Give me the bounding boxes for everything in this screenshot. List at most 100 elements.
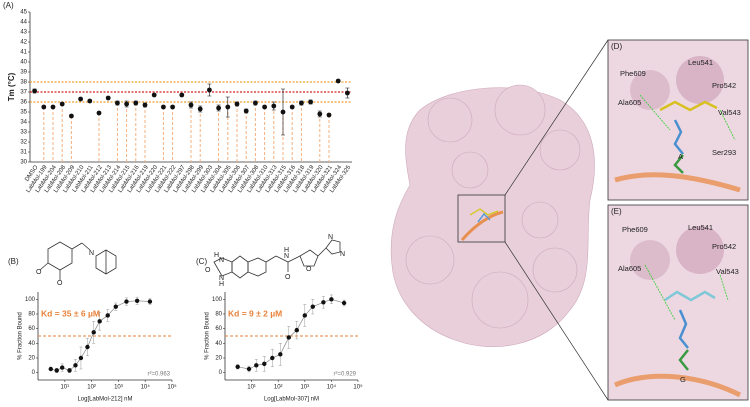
x-axis-label: Log[LabMol-212] nM bbox=[77, 397, 132, 403]
dot bbox=[161, 104, 166, 110]
point bbox=[85, 344, 90, 350]
panel-label: (A) bbox=[3, 1, 14, 10]
y-axis-label: % Fraction Bound bbox=[205, 312, 211, 360]
dot bbox=[96, 110, 102, 116]
residue-label: Ala605 bbox=[618, 98, 641, 107]
dot bbox=[188, 102, 194, 108]
y-tick-label: 32 bbox=[20, 140, 27, 146]
dot bbox=[289, 104, 295, 110]
dot bbox=[197, 106, 203, 112]
residue-label: G bbox=[680, 375, 686, 384]
residue-label: Pro542 bbox=[712, 81, 736, 90]
y-tick-label: 40 bbox=[20, 60, 27, 66]
residue-label: Leu541 bbox=[688, 58, 713, 67]
point bbox=[60, 365, 65, 370]
x-tick-label: 10² bbox=[87, 385, 96, 391]
point bbox=[310, 304, 316, 309]
atom: O bbox=[285, 274, 291, 281]
dot bbox=[50, 104, 56, 110]
point bbox=[294, 327, 299, 333]
atom: N bbox=[219, 257, 224, 264]
point bbox=[302, 313, 307, 318]
atom: O bbox=[57, 280, 63, 287]
y-tick-label: 39 bbox=[20, 70, 27, 76]
x-tick-label: 10¹ bbox=[60, 385, 69, 391]
y-axis-label: % Fraction Bound bbox=[18, 312, 24, 360]
x-tick-label: 10⁵ bbox=[167, 384, 177, 391]
dot bbox=[308, 99, 313, 105]
dot bbox=[299, 100, 304, 106]
atom: O bbox=[36, 269, 42, 276]
atom: H bbox=[214, 252, 219, 259]
dot bbox=[179, 92, 185, 98]
dot bbox=[78, 96, 83, 102]
dot bbox=[170, 104, 176, 110]
y-tick-label: 0 bbox=[32, 370, 36, 376]
y-tick-label: 30 bbox=[20, 160, 27, 166]
point bbox=[235, 364, 240, 369]
atom: N bbox=[219, 275, 224, 282]
y-tick-label: 31 bbox=[20, 150, 27, 156]
x-tick-label: 10³ bbox=[300, 385, 309, 391]
atom: N bbox=[328, 234, 333, 241]
residue-label: Val543 bbox=[718, 108, 741, 117]
point bbox=[48, 366, 53, 372]
atom: O bbox=[306, 266, 312, 273]
residue-label: Val543 bbox=[716, 267, 739, 276]
panel-label: (B) bbox=[8, 257, 19, 266]
point bbox=[73, 363, 78, 368]
y-tick-label: 35 bbox=[20, 110, 27, 116]
point bbox=[341, 300, 347, 306]
point bbox=[254, 363, 259, 368]
kd-annotation: Kd = 35 ± 6 µM bbox=[41, 308, 100, 318]
point bbox=[67, 368, 72, 373]
point bbox=[54, 368, 59, 373]
panel-label: (C) bbox=[196, 257, 207, 266]
residue-label: Ser293 bbox=[712, 148, 736, 157]
y-tick-label: 36 bbox=[20, 100, 27, 106]
y-tick-label: 60 bbox=[28, 326, 35, 332]
point bbox=[113, 304, 119, 309]
fit-r2: r²=0.929 bbox=[333, 372, 356, 378]
x-tick-label: 10⁴ bbox=[327, 384, 337, 391]
y-tick-label: 33 bbox=[20, 130, 27, 136]
dot bbox=[32, 88, 37, 94]
y-tick-label: 60 bbox=[215, 326, 222, 332]
y-tick-label: 100 bbox=[25, 297, 36, 303]
atom: H bbox=[219, 281, 224, 288]
point bbox=[78, 355, 84, 361]
protein-surface bbox=[390, 84, 595, 347]
point bbox=[105, 313, 110, 318]
y-tick-label: 43 bbox=[20, 30, 27, 36]
residue-label: A bbox=[678, 152, 683, 161]
dot bbox=[115, 100, 120, 106]
residue-label: Ala605 bbox=[618, 264, 641, 273]
y-axis-label: Tm (°C) bbox=[7, 72, 16, 101]
y-tick-label: 44 bbox=[20, 20, 27, 26]
y-tick-label: 45 bbox=[20, 10, 27, 16]
y-tick-label: 41 bbox=[20, 50, 27, 56]
atom: N bbox=[340, 251, 345, 258]
point bbox=[270, 355, 275, 361]
y-tick-label: 38 bbox=[20, 80, 27, 86]
dot bbox=[87, 98, 93, 104]
y-tick-label: 37 bbox=[20, 90, 27, 96]
point bbox=[124, 299, 129, 304]
point bbox=[246, 366, 252, 372]
y-tick-label: 80 bbox=[28, 312, 35, 318]
residue-label: Phe609 bbox=[622, 225, 648, 234]
dot bbox=[234, 101, 240, 107]
dot bbox=[124, 101, 129, 107]
dot bbox=[243, 108, 249, 114]
dot bbox=[225, 104, 231, 110]
fit-r2: r²=0.963 bbox=[147, 372, 170, 378]
dot bbox=[271, 103, 277, 109]
structure-c bbox=[213, 239, 341, 279]
y-tick-label: 34 bbox=[20, 120, 27, 126]
y-tick-label: 100 bbox=[212, 297, 223, 303]
x-tick-label: 10² bbox=[274, 385, 283, 391]
x-tick-label: 10³ bbox=[114, 385, 123, 391]
zoom-panels bbox=[607, 39, 749, 401]
residue-label: Leu541 bbox=[688, 223, 713, 232]
point bbox=[278, 352, 283, 357]
